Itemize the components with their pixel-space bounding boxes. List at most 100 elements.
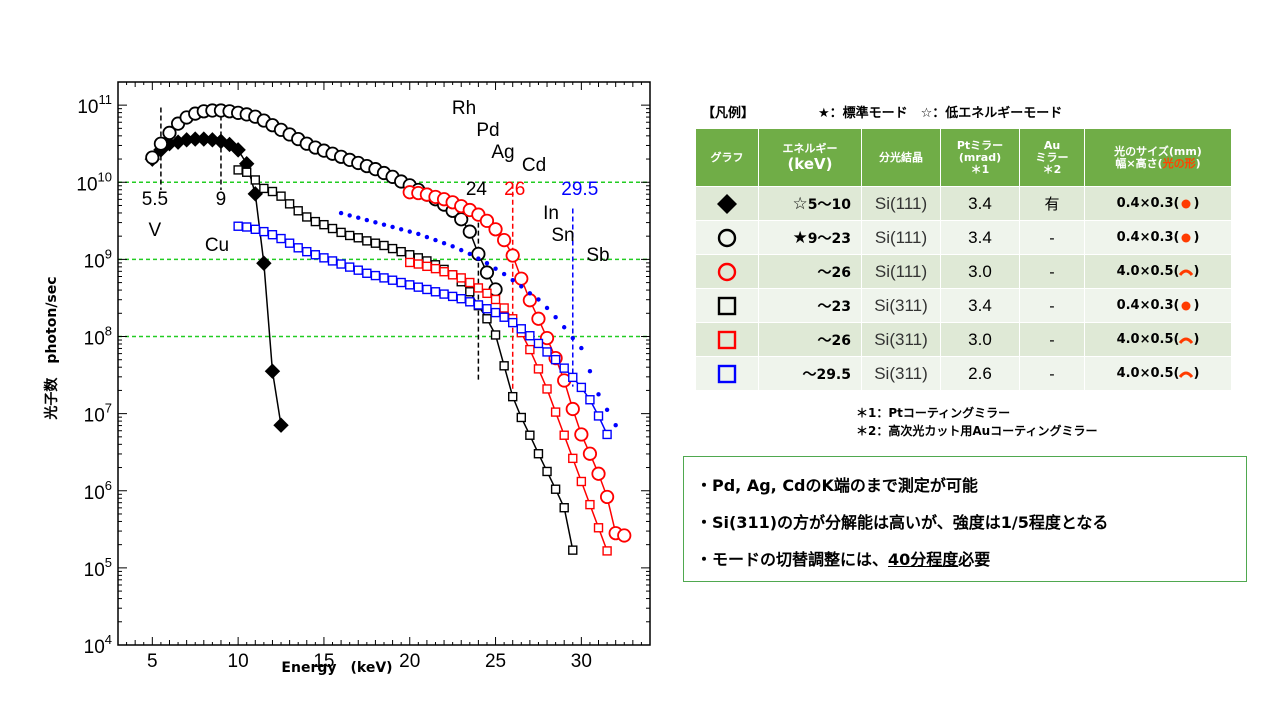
square-marker [576,476,587,487]
legend-row: ～26 Si(311) 3.0-4.0×0.5() [696,322,1231,357]
dot-marker [356,215,361,220]
legend-symbol [696,356,759,390]
square-marker [542,384,552,394]
energy-range: ～29.5 [802,366,851,383]
square-marker [593,411,604,421]
dot-marker [347,213,352,218]
circle-marker [617,528,632,543]
square-marker [525,430,535,440]
dot-marker [441,240,447,246]
square-marker [508,317,518,328]
y-tick-label: 1010 [76,169,112,195]
legend-symbol [696,220,759,255]
diamond-symbol-icon [717,193,737,214]
square-marker [499,303,509,313]
square-marker [422,261,432,272]
dot-marker [613,422,618,428]
axis-ticks: 5 10 15 20 25 30 104 105 106 107 108 109 1010 1011 [76,82,650,672]
arc [1179,337,1194,344]
legend-table: グラフ エネルギー (keV) 分光結晶 Ptミラー (mrad) ＊1 Au ミラー＊… [696,129,1231,390]
square-marker [525,344,535,355]
legend-crystal: Si(111) [861,220,941,255]
square-marker [568,545,578,555]
series-square-000000 [233,165,578,555]
square-marker [585,499,595,510]
dot-marker [381,222,387,227]
edge-value-label: 9 [216,189,227,210]
series-square-0000ff [233,221,612,440]
square-marker [336,259,346,269]
circle-shape [717,228,737,247]
square-marker [293,243,303,253]
note-mode-switch: ・モードの切替調整には、40分程度必要 [696,550,991,569]
circle-marker [462,224,477,239]
square-marker [284,238,295,248]
dot-marker [536,297,541,302]
y-tick-label: 107 [84,401,112,427]
square-symbol-icon [717,330,737,349]
square-marker [559,430,569,440]
circle-marker [565,401,580,417]
footnote-pt: ＊1：Ptコーティングミラー [856,406,1011,420]
dot-marker [544,305,550,311]
square-marker [439,289,449,299]
square-marker [439,267,449,277]
edge-value-label: 26 [504,179,525,200]
square-marker [250,224,260,235]
square-marker [319,253,329,263]
diamond-shape [717,193,737,214]
series-circle-ff0000 [402,185,632,543]
legend-pt-angle: 3.0 [940,254,1020,289]
square-marker [267,186,278,197]
dot-marker [510,278,515,283]
circle-symbol-icon [717,262,737,281]
square-marker [447,291,458,302]
legend-au-mirror: - [1019,356,1085,390]
dot [1181,199,1191,208]
footnotes: ＊1：Ptコーティングミラー ＊2：高次光カット用Auコーティングミラー [856,404,1097,440]
square-marker [542,347,552,357]
legend-symbol [696,288,759,323]
legend-pt-angle: 3.4 [940,186,1020,221]
square-marker [370,238,381,248]
dot-marker [467,251,473,257]
legend-energy: ～26 [758,322,862,357]
legend-row: ～29.5 Si(311) 2.6-4.0×0.5() [696,356,1231,390]
square-marker [550,484,561,494]
series-dot-0000ff [338,210,618,428]
square-marker [568,453,578,464]
legend-crystal: Si(311) [861,288,941,323]
legend-au-mirror: - [1019,220,1085,255]
square-symbol-icon [717,364,737,383]
square-marker [602,429,612,440]
square-marker [593,523,604,533]
square-marker [422,284,432,295]
legend-beam-size: 0.4×0.3() [1084,186,1231,221]
legend-pt-angle: 3.0 [940,322,1020,357]
legend-au-mirror: - [1019,322,1085,357]
x-tick-label: 25 [485,651,506,672]
square-marker [259,226,269,237]
square-shape [717,364,737,383]
square-marker [396,246,406,257]
square-marker [430,263,441,274]
mode-star: ★ [792,227,808,248]
square-marker [465,297,475,307]
square-marker [585,395,595,405]
square-marker [233,221,243,231]
legend-title: 【凡例】 [702,106,755,121]
header-crystal: 分光結晶 [861,129,941,187]
legend-header: 【凡例】 ★：標準モード ☆：低エネルギーモード [702,102,1222,122]
legend-pt-angle: 3.4 [940,288,1020,323]
square-marker [362,236,372,246]
dot-marker [373,220,378,225]
square-marker [276,233,286,244]
dot-shape-icon [1181,301,1191,310]
square-marker [413,259,424,269]
square-marker [533,338,544,349]
square-marker [602,546,612,556]
circle-marker [582,446,598,461]
circle-marker [539,330,555,346]
legend-beam-size: 4.0×0.5() [1084,322,1231,357]
square-marker [576,382,587,393]
